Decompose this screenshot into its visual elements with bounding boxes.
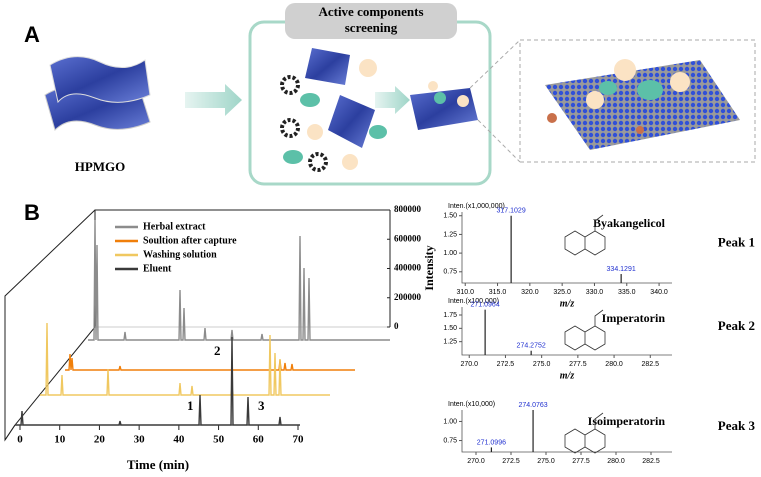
- axes: [461, 307, 672, 356]
- x-tick-label: 320.0: [521, 289, 539, 296]
- trace: [40, 322, 330, 396]
- x-tick-label: 275.0: [533, 361, 551, 368]
- x-tick-label: 275.0: [537, 458, 555, 465]
- peak-mz-label: 271.0996: [477, 439, 506, 446]
- axes: [461, 212, 672, 284]
- x-axis-label: m/z: [560, 370, 575, 381]
- y-tick-label: 800000: [394, 204, 422, 214]
- frame: [94, 209, 390, 327]
- peak-label: 3: [258, 398, 265, 413]
- structure: [564, 309, 606, 351]
- x-tick-label: 0: [17, 434, 23, 446]
- screening-title: screening: [345, 20, 398, 35]
- x-tick-label: 340.0: [650, 289, 668, 296]
- x-tick-label: 280.0: [605, 361, 623, 368]
- x-tick-label: 310.0: [456, 289, 474, 296]
- scale-label: Inten.(x100,000): [448, 298, 499, 305]
- x-tick-label: 30: [134, 434, 146, 446]
- material-label: HPMGO: [75, 159, 126, 174]
- y-tick-label: 0.75: [443, 269, 457, 276]
- peak-name: Peak 3: [718, 418, 756, 433]
- screening-title-bg: [285, 3, 457, 39]
- x-tick-label: 315.0: [489, 289, 507, 296]
- x-tick-label: 325.0: [553, 289, 571, 296]
- x-tick-label: 277.5: [569, 361, 587, 368]
- y-tick-label: 600000: [394, 233, 422, 243]
- captured-sheet: [410, 81, 478, 130]
- legend-label: Herbal extract: [143, 221, 206, 232]
- peak-mz-label: 334.1291: [607, 266, 636, 273]
- x-tick-label: 272.5: [502, 458, 520, 465]
- structure: [564, 412, 606, 454]
- peak-name: Peak 1: [718, 234, 755, 249]
- y-tick-label: 400000: [394, 263, 422, 273]
- peak-mz-label: 274.2752: [517, 343, 546, 350]
- x-tick-label: 70: [293, 434, 305, 446]
- y-tick-label: 1.00: [443, 250, 457, 257]
- x-tick-label: 60: [253, 434, 265, 446]
- panel-label: B: [24, 200, 40, 225]
- x-tick-label: 10: [54, 434, 66, 446]
- screening-title: Active components: [318, 4, 423, 19]
- x-tick-label: 335.0: [618, 289, 636, 296]
- x-axis-label: Time (min): [127, 457, 189, 472]
- peak-mz-label: 271.0964: [471, 302, 500, 309]
- trace: [65, 353, 355, 371]
- structure: [564, 214, 606, 256]
- x-tick-label: 282.5: [642, 361, 660, 368]
- peak-label: 1: [187, 398, 194, 413]
- x-tick-label: 277.5: [572, 458, 590, 465]
- y-tick-label: 1.25: [443, 339, 457, 346]
- peak-mz-label: 274.0763: [518, 402, 547, 409]
- legend-label: Washing solution: [143, 249, 217, 260]
- arrow: [185, 84, 242, 116]
- hpmgo-sheets: [44, 56, 151, 131]
- peak-name: Peak 2: [718, 318, 755, 333]
- y-axis-label: Intensity: [422, 245, 436, 290]
- y-tick-label: 0.75: [443, 437, 457, 444]
- x-tick-label: 330.0: [586, 289, 604, 296]
- x-tick-label: 280.0: [607, 458, 625, 465]
- x-tick-label: 282.5: [642, 458, 660, 465]
- x-tick-label: 270.0: [460, 361, 478, 368]
- y-tick-label: 1.50: [443, 325, 457, 332]
- legend-label: Eluent: [143, 263, 172, 274]
- x-axis-label: m/z: [560, 298, 575, 309]
- peak-mz-label: 317.1029: [497, 208, 526, 215]
- y-tick-label: 1.75: [443, 312, 457, 319]
- y-tick-label: 1.00: [443, 418, 457, 425]
- legend-label: Soultion after capture: [143, 235, 237, 246]
- compound-name: Byakangelicol: [593, 216, 666, 230]
- peak-label: 2: [214, 343, 221, 358]
- y-tick-label: 1.50: [443, 213, 457, 220]
- zoom-line: [477, 119, 521, 163]
- trace: [15, 336, 300, 426]
- x-tick-label: 20: [94, 434, 106, 446]
- compound-name: Imperatorin: [602, 311, 666, 325]
- compound-name: Isoimperatorin: [588, 414, 666, 428]
- x-tick-label: 270.0: [467, 458, 485, 465]
- y-tick-label: 200000: [394, 292, 422, 302]
- scale-label: Inten.(x1,000,000): [448, 203, 505, 210]
- axes: [461, 410, 672, 453]
- trace: [88, 219, 390, 341]
- nanosheet: [545, 59, 740, 150]
- scale-label: Inten.(x10,000): [448, 401, 495, 408]
- panel-label: A: [24, 22, 40, 47]
- x-tick-label: 50: [213, 434, 225, 446]
- x-tick-label: 40: [173, 434, 185, 446]
- zoom-line: [469, 39, 521, 89]
- frame: [4, 424, 16, 441]
- x-tick-label: 272.5: [497, 361, 515, 368]
- y-tick-label: 0: [394, 321, 399, 331]
- y-tick-label: 1.25: [443, 231, 457, 238]
- zoom-box: [519, 39, 756, 163]
- frame: [4, 209, 96, 442]
- screening-contents: [280, 48, 387, 172]
- arrow: [375, 86, 410, 114]
